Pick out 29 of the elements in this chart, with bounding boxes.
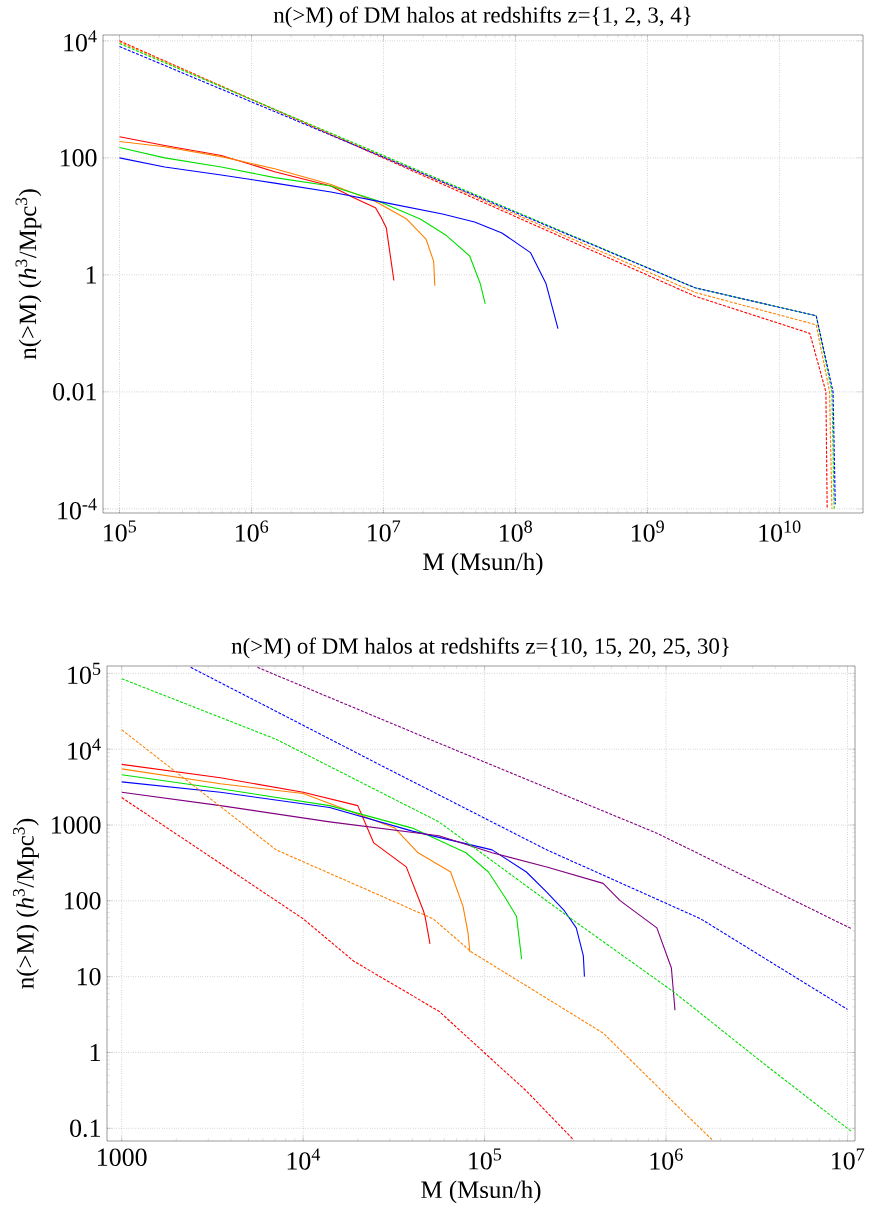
x-tick-label: 10$^{7}$	[368, 520, 401, 542]
y-tick-label: 100	[64, 892, 101, 910]
x-tick-label: 10$^{7}$	[832, 1148, 865, 1170]
y-axis-title: n(>M) (h$^{3}$/Mpc$^{3}$)	[13, 818, 39, 989]
y-tick-label: 1000	[51, 816, 101, 834]
x-tick-label: 10$^{5}$	[104, 520, 137, 542]
x-tick-label: 10$^{4}$	[287, 1148, 321, 1170]
x-axis-title: M (Msun/h)	[421, 1180, 541, 1204]
x-tick-label: 1000	[98, 1148, 147, 1166]
y-tick-label: 10$^{-4}$	[58, 498, 97, 520]
y-tick-label: 0.01	[53, 383, 96, 401]
y-tick-label: 1	[90, 1043, 100, 1062]
x-axis-title: M (Msun/h)	[423, 552, 543, 576]
x-tick-label: 10$^{6}$	[236, 520, 269, 542]
x-tick-label: 10$^{6}$	[650, 1148, 683, 1170]
chart-title: n(>M) of DM halos at redshifts z={1, 2, 3, 4}	[273, 6, 691, 28]
x-tick-label: 10$^{5}$	[469, 1148, 502, 1170]
y-tick-label: 10	[77, 967, 101, 986]
y-tick-label: 0.1	[70, 1119, 100, 1138]
y-tick-label: 100	[60, 149, 97, 167]
x-tick-label: 10$^{8}$	[500, 520, 532, 542]
y-tick-label: 10$^{4}$	[68, 738, 101, 760]
x-tick-label: 10$^{10}$	[759, 520, 801, 542]
y-tick-label: 10$^{5}$	[68, 662, 101, 684]
x-tick-label: 10$^{9}$	[631, 520, 664, 542]
y-tick-label: 1	[86, 266, 96, 284]
y-axis-title: n(>M) (h$^{3}$/Mpc$^{3}$)	[15, 189, 42, 360]
chart-title: n(>M) of DM halos at redshifts z={10, 15, 20, 25, 30}	[231, 637, 729, 659]
y-tick-label: 10$^{4}$	[64, 30, 97, 52]
